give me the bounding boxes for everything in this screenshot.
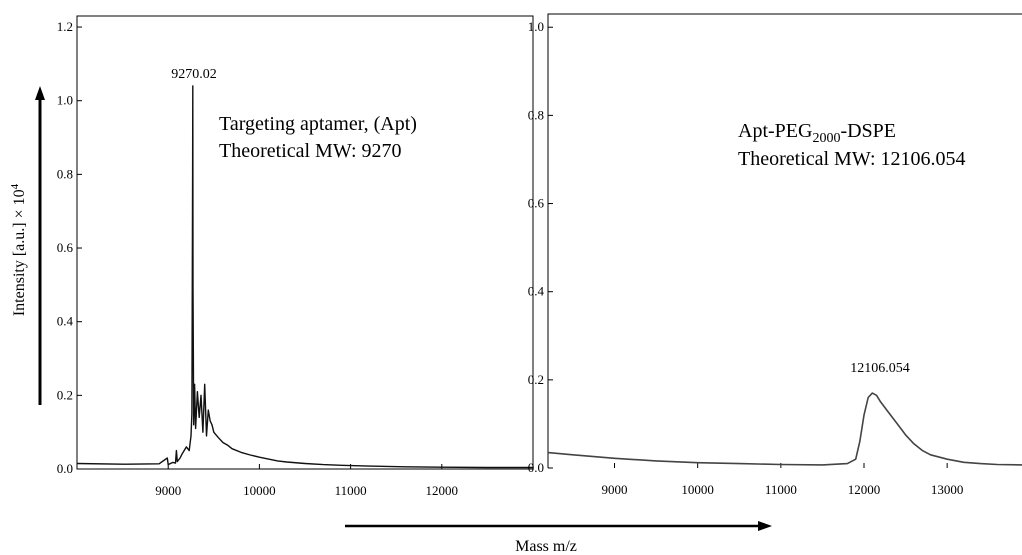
- x-axis-ticks-left: 9000 10000 11000 12000: [155, 464, 458, 498]
- x-axis-label: Mass m/z: [515, 538, 577, 555]
- y-axis-ticks-left: 0.0 0.2 0.4 0.6 0.8 1.0 1.2: [57, 19, 82, 476]
- annotation-apt-peg-dspe-line1: Apt-PEG2000-DSPE: [738, 120, 896, 146]
- spectrum-line-apt-peg-dspe: [548, 392, 1022, 466]
- plot-frame-right: [547, 13, 1022, 468]
- y-axis-label-text: Intensity [a.u.] × 10: [11, 189, 28, 316]
- x-tick-label: 11000: [765, 482, 797, 497]
- y-tick-label: 0.4: [57, 314, 74, 329]
- annotation-main-text: Apt-PEG: [738, 120, 812, 142]
- x-tick-label: 12000: [848, 482, 881, 497]
- plot-frame-left: [76, 15, 534, 470]
- annotation-suffix: -DSPE: [840, 120, 896, 142]
- x-tick-label: 10000: [243, 483, 276, 498]
- y-axis-arrow: [35, 86, 45, 405]
- y-tick-label: 0.0: [57, 461, 73, 476]
- annotation-apt-peg-dspe-line2: Theoretical MW: 12106.054: [738, 148, 966, 170]
- x-tick-label: 10000: [681, 482, 714, 497]
- x-tick-label: 12000: [426, 483, 459, 498]
- x-tick-label: 13000: [931, 482, 964, 497]
- spectrum-line-apt: [77, 85, 533, 469]
- x-axis-arrow: [345, 521, 772, 531]
- y-tick-label: 0.8: [528, 107, 544, 122]
- y-tick-label: 1.0: [528, 19, 544, 34]
- y-tick-label: 0.6: [57, 240, 74, 255]
- y-tick-label: 0.2: [528, 372, 544, 387]
- x-tick-label: 9000: [155, 483, 181, 498]
- y-tick-label: 1.0: [57, 93, 73, 108]
- x-tick-label: 9000: [602, 482, 628, 497]
- annotation-subscript: 2000: [812, 131, 840, 146]
- peak-label-apt-peg-dspe: 12106.054: [850, 361, 910, 376]
- y-axis-label: Intensity [a.u.] × 104: [9, 183, 28, 316]
- x-axis-ticks-right: 9000 10000 11000 12000 13000: [602, 463, 964, 497]
- x-tick-label: 11000: [335, 483, 367, 498]
- y-tick-label: 1.2: [57, 19, 73, 34]
- peak-label-apt: 9270.02: [171, 67, 217, 82]
- y-tick-label: 0.0: [528, 460, 544, 475]
- y-tick-label: 0.8: [57, 166, 73, 181]
- y-axis-ticks-right: 0.0 0.2 0.4 0.6 0.8 1.0: [528, 19, 553, 475]
- y-tick-label: 0.6: [528, 196, 545, 211]
- annotation-apt-line1: Targeting aptamer, (Apt): [219, 113, 417, 135]
- annotation-apt-line2: Theoretical MW: 9270: [219, 140, 402, 162]
- y-axis-label-superscript: 4: [9, 183, 21, 189]
- panel-apt: 0.0 0.2 0.4 0.6 0.8 1.0 1.2 9000 10000 11000 1200…: [57, 15, 534, 498]
- y-tick-label: 0.4: [528, 284, 545, 299]
- y-tick-label: 0.2: [57, 387, 73, 402]
- panel-apt-peg-dspe: 0.0 0.2 0.4 0.6 0.8 1.0 9000 10000 11000 12000 13…: [528, 13, 1022, 497]
